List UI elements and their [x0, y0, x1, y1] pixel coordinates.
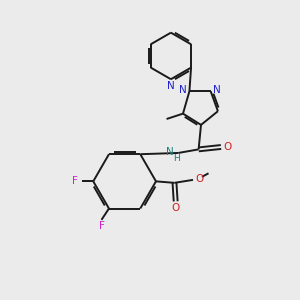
Text: N: N — [179, 85, 187, 95]
Text: O: O — [224, 142, 232, 152]
Text: O: O — [172, 203, 180, 213]
Text: O: O — [195, 174, 203, 184]
Text: N: N — [167, 81, 175, 91]
Text: H: H — [173, 154, 180, 163]
Text: N: N — [166, 147, 174, 157]
Text: N: N — [213, 85, 221, 95]
Text: F: F — [72, 176, 78, 186]
Text: F: F — [99, 221, 105, 231]
